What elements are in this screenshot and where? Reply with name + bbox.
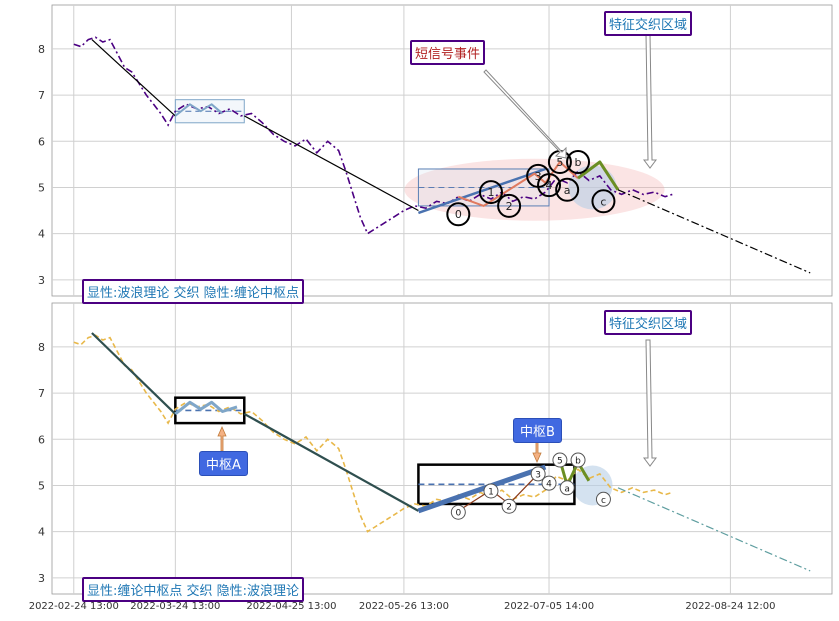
top-projection-line — [617, 189, 811, 274]
bottom-y-tick-label: 7 — [38, 387, 45, 400]
bottom-y-tick-label: 6 — [38, 433, 45, 446]
bottom-wave-marker — [570, 452, 586, 468]
top-trend-line — [91, 39, 176, 117]
bottom-wave-marker — [552, 452, 568, 468]
top-wave-label: 0 — [455, 208, 462, 221]
top-y-tick-label: 8 — [38, 43, 45, 56]
top-wave-segment — [174, 103, 224, 117]
bottom-legend-text: 显性:缠论中枢点 交织 隐性:波浪理论 — [87, 584, 300, 599]
bottom-projection-line — [617, 487, 811, 572]
top-y-tick-label: 5 — [38, 181, 45, 194]
top-feature-interleave-callout: 特征交织区域 — [604, 11, 693, 36]
bottom-wave-segment — [174, 400, 238, 416]
bottom-y-tick-label: 3 — [38, 572, 45, 585]
bottom-wave-marker — [501, 498, 517, 514]
short-signal-arrow — [483, 69, 567, 159]
center-b-badge: 中枢B — [513, 418, 562, 443]
top-y-tick-label: 4 — [38, 228, 45, 241]
bottom-wave-marker — [483, 483, 499, 499]
top-wave-segment — [417, 167, 546, 215]
bottom-wave-label: 4 — [546, 480, 552, 490]
top-feature-interleave-text: 特征交织区域 — [609, 18, 688, 33]
bottom-price-series — [73, 334, 673, 533]
center-b-text: 中枢B — [520, 425, 555, 440]
top-wave-label: 5 — [556, 156, 563, 169]
top-wave-marker — [497, 193, 522, 218]
top-legend: 显性:波浪理论 交织 隐性:缠论中枢点 — [82, 279, 305, 304]
top-wave-label: 3 — [535, 170, 542, 183]
center-a-badge: 中枢A — [199, 451, 248, 476]
bottom-wave-segment — [417, 464, 547, 514]
bottom-wave-marker — [559, 480, 575, 496]
x-tick-label: 2022-05-26 13:00 — [359, 601, 449, 612]
x-tick-label: 2022-02-24 13:00 — [29, 601, 119, 612]
bottom-legend: 显性:缠论中枢点 交织 隐性:波浪理论 — [82, 577, 305, 602]
bottom-wave-label: a — [564, 484, 570, 494]
top-wave-label: 4 — [546, 179, 553, 192]
bottom-wave-segment — [457, 473, 539, 512]
bottom-wave-label: 0 — [455, 509, 461, 519]
x-tick-label: 2022-04-25 13:00 — [246, 601, 336, 612]
bottom-wave-label: 5 — [557, 457, 563, 467]
top-wave-marker — [537, 173, 562, 198]
bottom-wave-segment — [558, 459, 591, 487]
bottom-wave-label: c — [601, 496, 606, 506]
top-wave-marker — [555, 177, 580, 202]
bottom-feature-interleave-text: 特征交织区域 — [609, 317, 688, 332]
bottom-wave-label: 2 — [506, 503, 512, 513]
x-tick-label: 2022-08-24 12:00 — [685, 601, 775, 612]
bottom-interleave-arrow — [643, 339, 657, 467]
top-wave-label: b — [575, 156, 582, 169]
x-tick-label: 2022-03-24 13:00 — [130, 601, 220, 612]
short-signal-event-callout: 短信号事件 — [410, 40, 486, 65]
bottom-wave-marker — [530, 466, 546, 482]
bottom-y-tick-label: 8 — [38, 341, 45, 354]
top-wave-marker — [591, 189, 616, 214]
short-signal-event-text: 短信号事件 — [415, 47, 481, 62]
top-y-tick-label: 7 — [38, 89, 45, 102]
bottom-wave-marker — [541, 475, 557, 491]
top-y-tick-label: 3 — [38, 274, 45, 287]
top-trend-line — [244, 115, 419, 212]
bottom-feature-interleave-callout: 特征交织区域 — [604, 310, 693, 335]
top-wave-label: 1 — [487, 186, 494, 199]
bottom-y-tick-label: 5 — [38, 479, 45, 492]
bottom-wave-marker — [450, 504, 466, 520]
bottom-wave-label: 1 — [488, 487, 494, 497]
top-wave-label: a — [564, 184, 571, 197]
bottom-trend-line — [91, 332, 177, 415]
bottom-trend-line — [243, 412, 419, 512]
top-interleave-arrow — [643, 33, 657, 169]
bottom-wave-label: 3 — [535, 470, 541, 480]
x-tick-label: 2022-07-05 14:00 — [504, 601, 594, 612]
top-wave-segment — [577, 160, 620, 191]
bottom-y-tick-label: 4 — [38, 526, 45, 539]
top-wave-marker — [566, 150, 591, 175]
top-wave-marker — [446, 202, 471, 227]
top-y-tick-label: 6 — [38, 135, 45, 148]
top-wave-label: 2 — [506, 200, 513, 213]
bottom-plot-area — [51, 302, 833, 595]
bottom-wave-marker — [595, 491, 611, 507]
top-wave-label: c — [600, 195, 606, 208]
top-legend-text: 显性:波浪理论 交织 隐性:缠论中枢点 — [87, 286, 300, 301]
center-a-text: 中枢A — [206, 458, 241, 473]
bottom-wave-label: b — [575, 457, 581, 467]
top-wave-marker — [478, 180, 503, 205]
